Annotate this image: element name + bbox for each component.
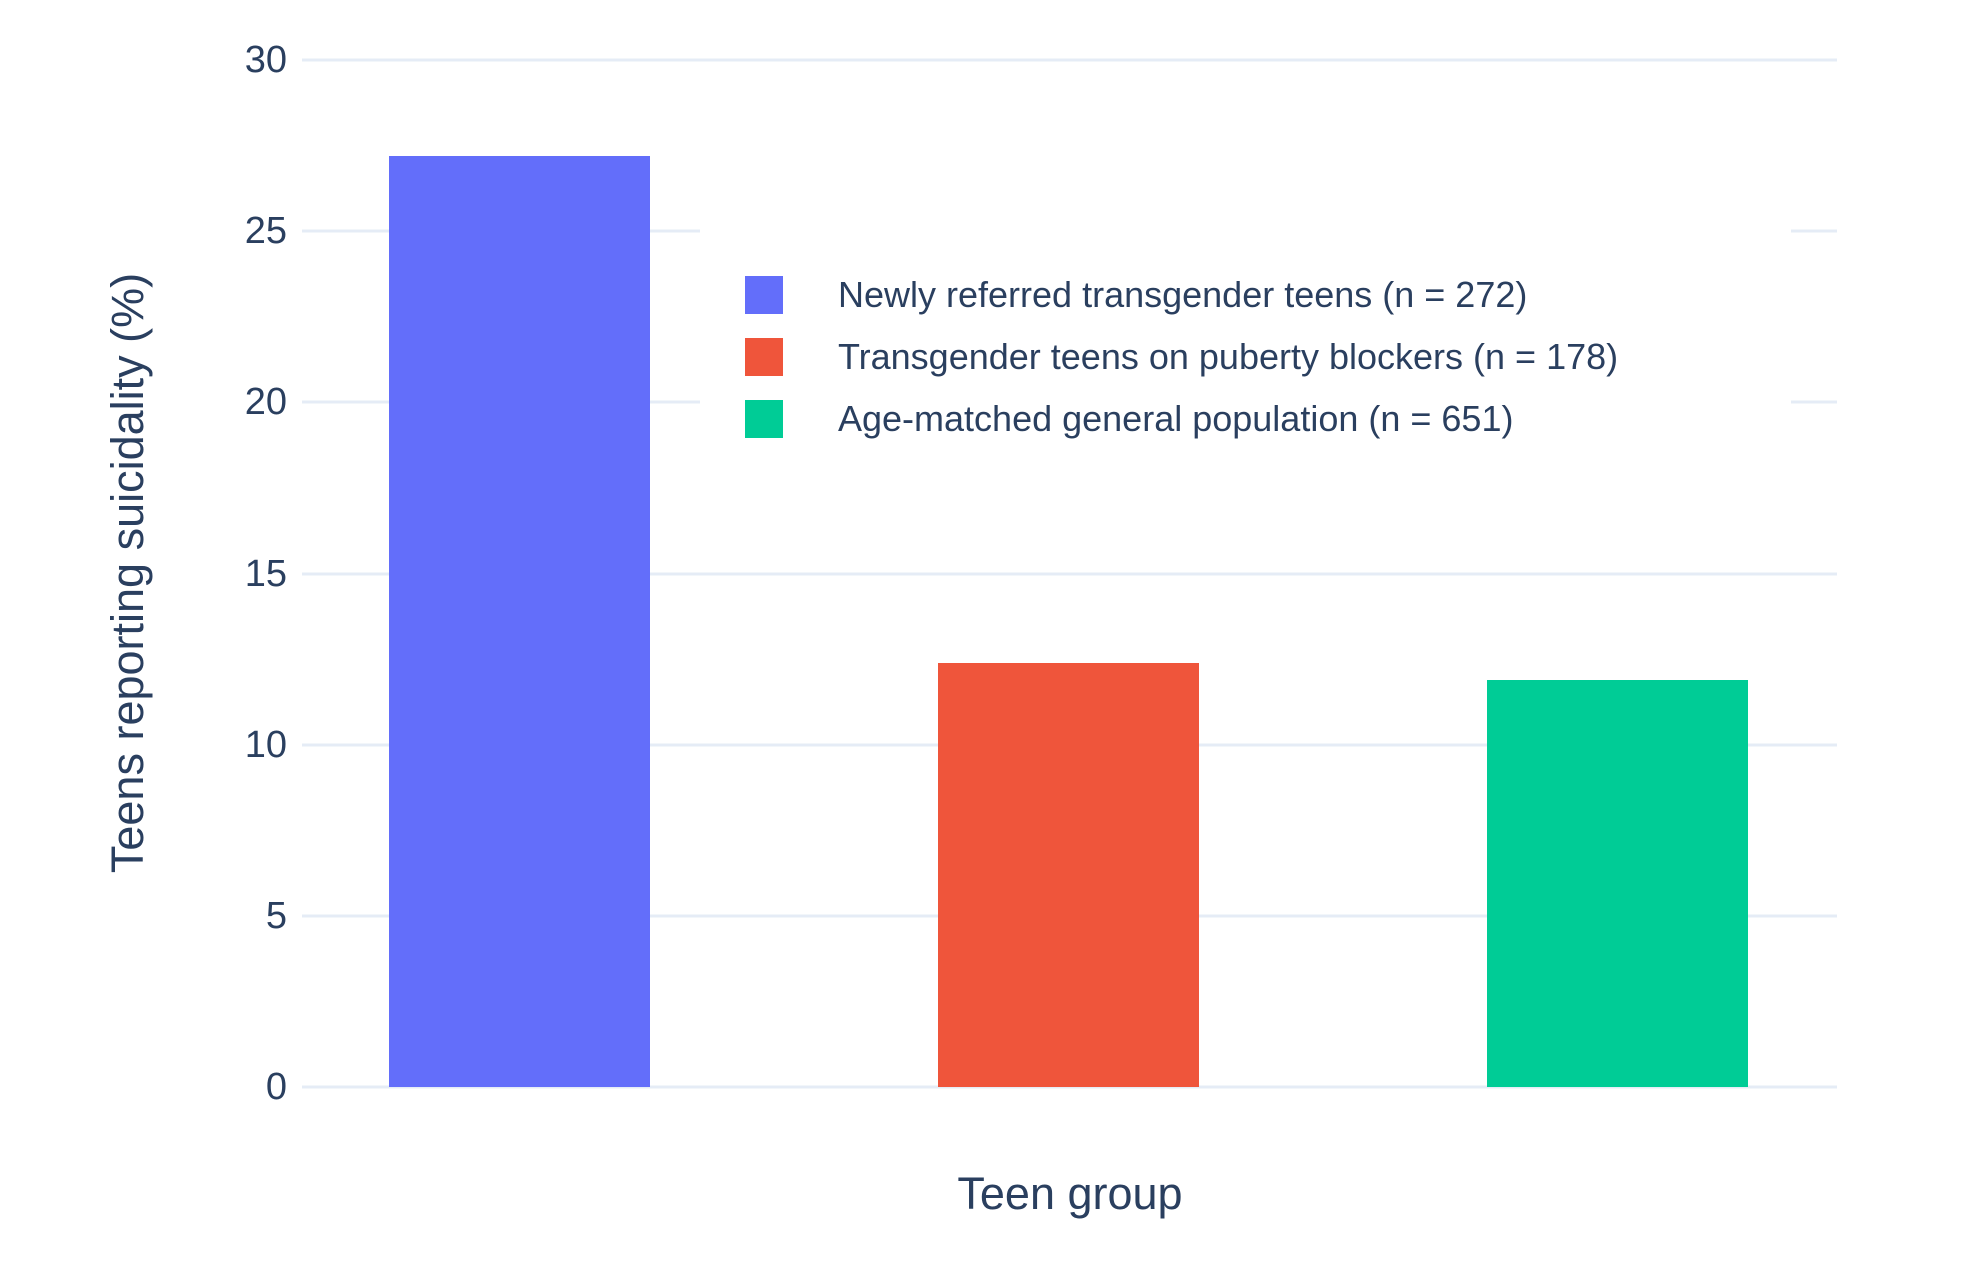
y-tick-label: 10 bbox=[244, 723, 287, 766]
legend-item-3[interactable]: Age-matched general population (n = 651) bbox=[745, 388, 1791, 450]
y-axis-tick-labels: 0 5 10 15 20 25 30 bbox=[0, 41, 295, 1106]
x-axis-title: Teen group bbox=[957, 1168, 1183, 1219]
y-tick-label: 30 bbox=[244, 39, 287, 81]
legend-item-1[interactable]: Newly referred transgender teens (n = 27… bbox=[745, 264, 1791, 326]
bar-3[interactable] bbox=[1487, 679, 1748, 1087]
y-tick-label: 20 bbox=[244, 381, 287, 424]
y-tick-label: 5 bbox=[265, 894, 287, 937]
legend-label: Transgender teens on puberty blockers (n… bbox=[838, 336, 1619, 377]
y-axis-title: Teens reporting suicidality (%) bbox=[102, 272, 153, 874]
gridline bbox=[302, 572, 1837, 575]
legend-label: Age-matched general population (n = 651) bbox=[838, 398, 1514, 439]
bar-2[interactable] bbox=[937, 662, 1199, 1087]
legend-swatch-icon bbox=[745, 338, 783, 376]
legend-item-2[interactable]: Transgender teens on puberty blockers (n… bbox=[745, 326, 1791, 388]
gridline bbox=[302, 58, 1837, 62]
legend-swatch-icon bbox=[745, 400, 783, 438]
legend-swatch-icon bbox=[745, 276, 783, 314]
y-tick-label: 0 bbox=[265, 1066, 287, 1108]
bar-1[interactable] bbox=[389, 155, 650, 1087]
y-tick-label: 15 bbox=[244, 552, 287, 595]
zero-gridline bbox=[302, 1085, 1837, 1089]
legend: Newly referred transgender teens (n = 27… bbox=[700, 208, 1791, 490]
plot-area bbox=[302, 58, 1837, 1089]
y-tick-label: 25 bbox=[244, 210, 287, 253]
legend-label: Newly referred transgender teens (n = 27… bbox=[838, 274, 1528, 315]
